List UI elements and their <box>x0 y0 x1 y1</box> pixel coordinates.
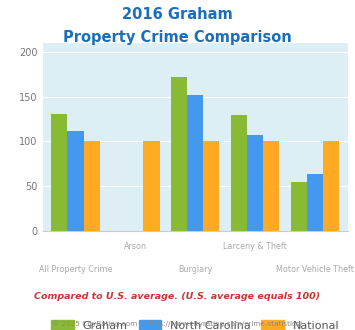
Bar <box>143 142 160 231</box>
Bar <box>307 174 323 231</box>
Text: 2016 Graham: 2016 Graham <box>122 7 233 21</box>
Bar <box>171 77 187 231</box>
Bar <box>263 142 279 231</box>
Text: Motor Vehicle Theft: Motor Vehicle Theft <box>276 265 354 274</box>
Text: Burglary: Burglary <box>178 265 212 274</box>
Legend: Graham, North Carolina, National: Graham, North Carolina, National <box>47 315 344 330</box>
Bar <box>51 114 67 231</box>
Text: Arson: Arson <box>124 242 147 251</box>
Bar <box>323 142 339 231</box>
Bar <box>203 142 219 231</box>
Bar <box>84 142 100 231</box>
Text: © 2025 CityRating.com - https://www.cityrating.com/crime-statistics/: © 2025 CityRating.com - https://www.city… <box>53 320 302 327</box>
Text: Compared to U.S. average. (U.S. average equals 100): Compared to U.S. average. (U.S. average … <box>34 292 321 301</box>
Bar <box>67 131 84 231</box>
Text: Larceny & Theft: Larceny & Theft <box>223 242 287 251</box>
Bar <box>187 95 203 231</box>
Bar <box>291 182 307 231</box>
Text: Property Crime Comparison: Property Crime Comparison <box>63 30 292 45</box>
Bar <box>231 115 247 231</box>
Bar <box>247 135 263 231</box>
Text: All Property Crime: All Property Crime <box>39 265 112 274</box>
